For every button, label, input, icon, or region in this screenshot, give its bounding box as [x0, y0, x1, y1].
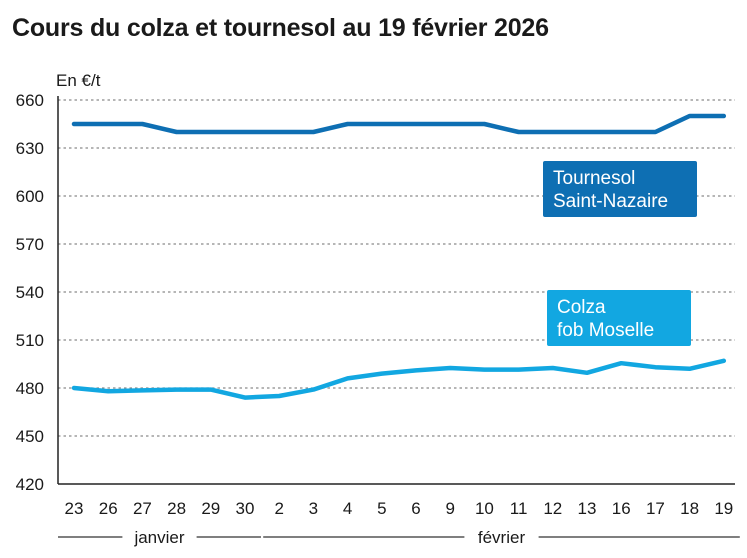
x-tick-label: 26 — [99, 499, 118, 518]
y-tick-label: 570 — [16, 235, 44, 254]
series-label-text: Tournesol — [553, 168, 635, 189]
y-tick-label: 660 — [16, 91, 44, 110]
y-tick-label: 630 — [16, 139, 44, 158]
series-label-background — [547, 290, 691, 346]
x-tick-label: 5 — [377, 499, 386, 518]
month-groups: janvier février — [58, 528, 740, 547]
x-tick-label: 29 — [201, 499, 220, 518]
y-tick-label: 450 — [16, 427, 44, 446]
x-tick-label: 19 — [714, 499, 733, 518]
y-axis-unit-label: En €/t — [56, 71, 101, 90]
x-tick-labels: 23 26 27 28 29 30 2 3 4 5 6 9 10 11 12 13 16 17 18 19 — [65, 499, 734, 518]
y-tick-label: 480 — [16, 379, 44, 398]
y-tick-label: 510 — [16, 331, 44, 350]
y-tick-labels: 660 630 600 570 540 510 480 450 420 — [16, 91, 44, 494]
x-tick-label: 9 — [445, 499, 454, 518]
y-tick-label: 540 — [16, 283, 44, 302]
series-label-text: fob Moselle — [557, 320, 654, 341]
x-tick-label: 13 — [578, 499, 597, 518]
x-tick-label: 16 — [612, 499, 631, 518]
series-label-text: Saint-Nazaire — [553, 191, 668, 212]
x-tick-label: 6 — [411, 499, 420, 518]
x-tick-label: 10 — [475, 499, 494, 518]
x-tick-label: 11 — [510, 499, 528, 518]
series-line — [71, 358, 727, 400]
x-tick-label: 12 — [543, 499, 562, 518]
x-tick-label: 3 — [309, 499, 318, 518]
x-tick-label: 18 — [680, 499, 699, 518]
chart-title: Cours du colza et tournesol au 19 févrie… — [12, 14, 549, 42]
x-tick-label: 2 — [274, 499, 283, 518]
month-group-label: janvier — [133, 528, 184, 547]
series-label-text: Colza — [557, 297, 606, 318]
y-tick-label: 420 — [16, 475, 44, 494]
x-tick-label: 28 — [167, 499, 186, 518]
gridlines — [57, 96, 735, 485]
series-lines — [71, 113, 727, 400]
series-line — [71, 113, 727, 135]
x-tick-label: 4 — [343, 499, 352, 518]
x-tick-label: 17 — [646, 499, 665, 518]
y-tick-label: 600 — [16, 187, 44, 206]
x-tick-label: 30 — [236, 499, 255, 518]
x-tick-label: 27 — [133, 499, 152, 518]
x-tick-label: 23 — [65, 499, 84, 518]
month-group-label: février — [478, 528, 526, 547]
series-label-background — [543, 161, 697, 217]
